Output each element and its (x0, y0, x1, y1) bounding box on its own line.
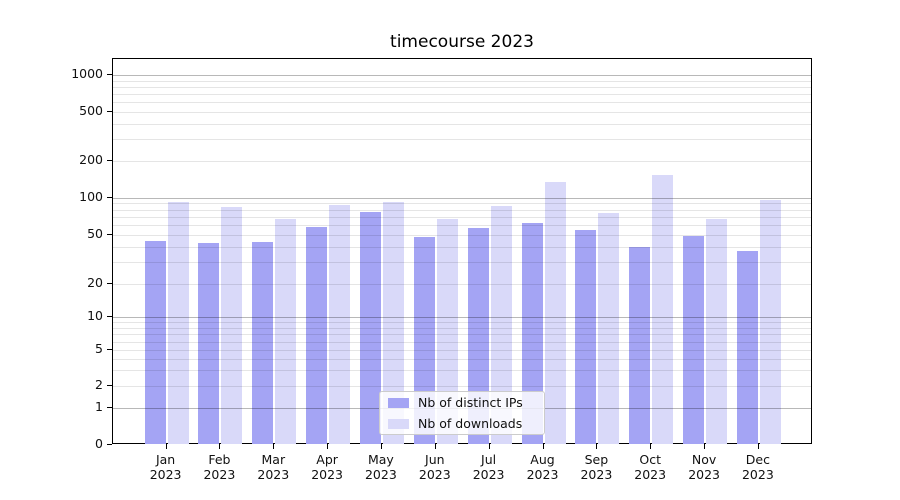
x-tick-label: Jan 2023 (149, 452, 182, 482)
bar-downloads-feb (221, 207, 243, 444)
x-tick-label: Oct 2023 (634, 452, 667, 482)
y-tick-mark (107, 444, 112, 445)
x-tick-label: Nov 2023 (688, 452, 720, 482)
bar-distinct_ips-apr (306, 227, 328, 444)
bar-downloads-aug (544, 181, 566, 444)
legend-label-distinct-ips: Nb of distinct IPs (418, 395, 523, 410)
y-tick-label: 50 (87, 226, 103, 241)
x-tick-mark (380, 444, 382, 449)
x-tick-label: Mar 2023 (257, 452, 290, 482)
bar-distinct_ips-nov (683, 236, 705, 444)
x-tick-label: Sep 2023 (580, 452, 613, 482)
bar-downloads-sep (598, 213, 620, 444)
x-tick-mark (757, 444, 759, 449)
x-tick-label: Apr 2023 (311, 452, 343, 482)
grid-minor-line (113, 203, 811, 205)
bar-downloads-nov (706, 219, 728, 444)
x-tick-mark (165, 444, 167, 449)
bar-distinct_ips-sep (575, 229, 597, 444)
legend-label-downloads: Nb of downloads (418, 416, 523, 431)
y-tick-label: 2 (95, 377, 103, 393)
legend-entry-downloads: Nb of downloads (388, 416, 536, 431)
grid-minor-line (113, 102, 811, 104)
legend-entry-distinct-ips: Nb of distinct IPs (388, 395, 536, 410)
x-tick-mark (596, 444, 598, 449)
y-tick-label: 200 (79, 152, 103, 167)
grid-major-line (113, 197, 811, 199)
x-tick-mark (219, 444, 221, 449)
grid-minor-line (113, 216, 811, 218)
bar-distinct_ips-dec (736, 251, 758, 444)
plot-area (112, 58, 812, 444)
bar-distinct_ips-oct (629, 246, 651, 444)
legend-swatch-downloads (388, 418, 409, 429)
bar-distinct_ips-jan (144, 240, 166, 444)
grid-minor-line (113, 123, 811, 125)
x-tick-label: May 2023 (364, 452, 397, 482)
chart-title: timecourse 2023 (390, 32, 534, 52)
grid-major-line (113, 75, 811, 76)
bar-downloads-jul (490, 205, 512, 444)
y-tick-label: 10 (87, 308, 103, 323)
x-tick-mark (704, 444, 706, 449)
y-tick-label: 1 (95, 399, 103, 415)
y-tick-label: 100 (79, 188, 103, 204)
x-tick-label: Jun 2023 (418, 452, 451, 482)
bar-distinct_ips-feb (198, 243, 220, 444)
bar-downloads-mar (275, 218, 297, 444)
x-tick-mark (273, 444, 275, 449)
y-tick-label: 500 (79, 103, 103, 118)
grid-minor-line (113, 209, 811, 211)
bar-distinct_ips-mar (252, 241, 274, 444)
bar-downloads-apr (329, 204, 351, 444)
bar-downloads-oct (652, 175, 674, 444)
y-tick-mark (107, 385, 112, 387)
x-tick-mark (434, 444, 436, 449)
y-tick-mark (107, 74, 112, 75)
x-tick-mark (542, 444, 544, 449)
x-tick-mark (488, 444, 490, 449)
bar-distinct_ips-jul (467, 227, 489, 444)
legend-swatch-distinct-ips (388, 397, 409, 408)
y-tick-mark (107, 111, 112, 112)
bar-distinct_ips-may (359, 211, 381, 444)
y-tick-mark (107, 349, 112, 351)
x-tick-label: Jul 2023 (472, 452, 505, 482)
bar-downloads-dec (759, 199, 781, 444)
x-tick-label: Dec 2023 (741, 452, 774, 482)
y-tick-label: 20 (87, 275, 103, 290)
y-tick-label: 5 (95, 341, 103, 357)
grid-minor-line (113, 80, 811, 82)
grid-minor-line (113, 86, 811, 88)
y-tick-mark (107, 160, 112, 161)
bar-downloads-jun (436, 218, 458, 444)
grid-minor-line (113, 112, 811, 113)
y-tick-mark (107, 196, 112, 198)
x-tick-mark (327, 444, 329, 449)
y-tick-mark (107, 407, 112, 409)
bar-distinct_ips-aug (521, 223, 543, 444)
y-tick-mark (107, 316, 112, 317)
grid-minor-line (113, 94, 811, 95)
bar-downloads-jan (167, 202, 189, 444)
legend: Nb of distinct IPs Nb of downloads (379, 391, 545, 435)
x-tick-label: Aug 2023 (526, 452, 559, 482)
x-tick-label: Feb 2023 (203, 452, 236, 482)
y-tick-label: 1000 (71, 66, 103, 81)
y-tick-mark (107, 283, 112, 284)
grid-minor-line (113, 161, 811, 162)
grid-minor-line (113, 139, 811, 141)
x-tick-mark (650, 444, 652, 449)
y-tick-mark (107, 234, 112, 235)
bar-downloads-may (382, 201, 404, 444)
y-tick-label: 0 (95, 436, 103, 451)
